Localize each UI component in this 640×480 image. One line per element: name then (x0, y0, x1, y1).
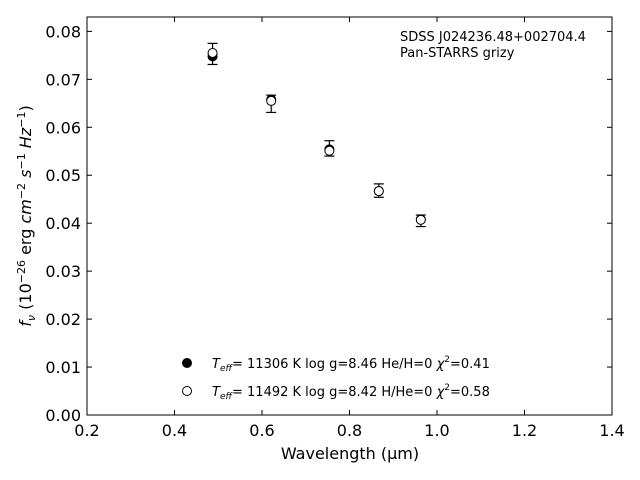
y-axis-label: fν (10−26 erg cm−2 s−1 Hz−1) (15, 105, 38, 326)
x-tick-label: 1.2 (512, 421, 537, 440)
y-tick-label: 0.05 (45, 166, 81, 185)
y-tick-label: 0.02 (45, 310, 81, 329)
x-tick-label: 1.0 (424, 421, 449, 440)
annotation-line-2: Pan-STARRS grizy (400, 46, 515, 61)
legend-marker-open (182, 386, 192, 396)
legend-entry-2: Teff= 11492 K log g=8.42 H/He=0 χ2=0.58 (212, 383, 490, 402)
x-tick-label: 0.8 (337, 421, 362, 440)
y-tick-label: 0.04 (45, 214, 81, 233)
x-tick-label: 1.4 (599, 421, 624, 440)
model-point-open (266, 95, 277, 106)
model-point-open (207, 47, 218, 58)
legend-marker-filled (182, 358, 192, 368)
model-point-open (324, 145, 335, 156)
y-tick-label: 0.08 (45, 22, 81, 41)
model-point-open (373, 186, 384, 197)
data-marks (207, 42, 426, 228)
x-tick-label: 0.4 (162, 421, 187, 440)
y-tick-label: 0.01 (45, 358, 81, 377)
x-tick-label: 0.6 (249, 421, 274, 440)
y-tick-label: 0.07 (45, 70, 81, 89)
legend-entry-1: Teff= 11306 K log g=8.46 He/H=0 χ2=0.41 (212, 355, 490, 374)
model-point-open (415, 214, 426, 225)
annotation-line-1: SDSS J024236.48+002704.4 (400, 30, 586, 45)
axis-ticks: 0.2 0.4 0.6 0.8 1.0 1.2 1.4 0.00 0.01 0.02 0.03 0.0… (45, 17, 625, 440)
y-tick-label: 0.00 (45, 406, 81, 425)
plot-frame (86, 16, 613, 416)
legend: Teff= 11306 K log g=8.46 He/H=0 χ2=0.41 … (182, 355, 490, 402)
x-tick-label: 0.2 (74, 421, 99, 440)
y-tick-label: 0.03 (45, 262, 81, 281)
y-tick-label: 0.06 (45, 118, 81, 137)
x-axis-label: Wavelength (μm) (281, 444, 419, 463)
